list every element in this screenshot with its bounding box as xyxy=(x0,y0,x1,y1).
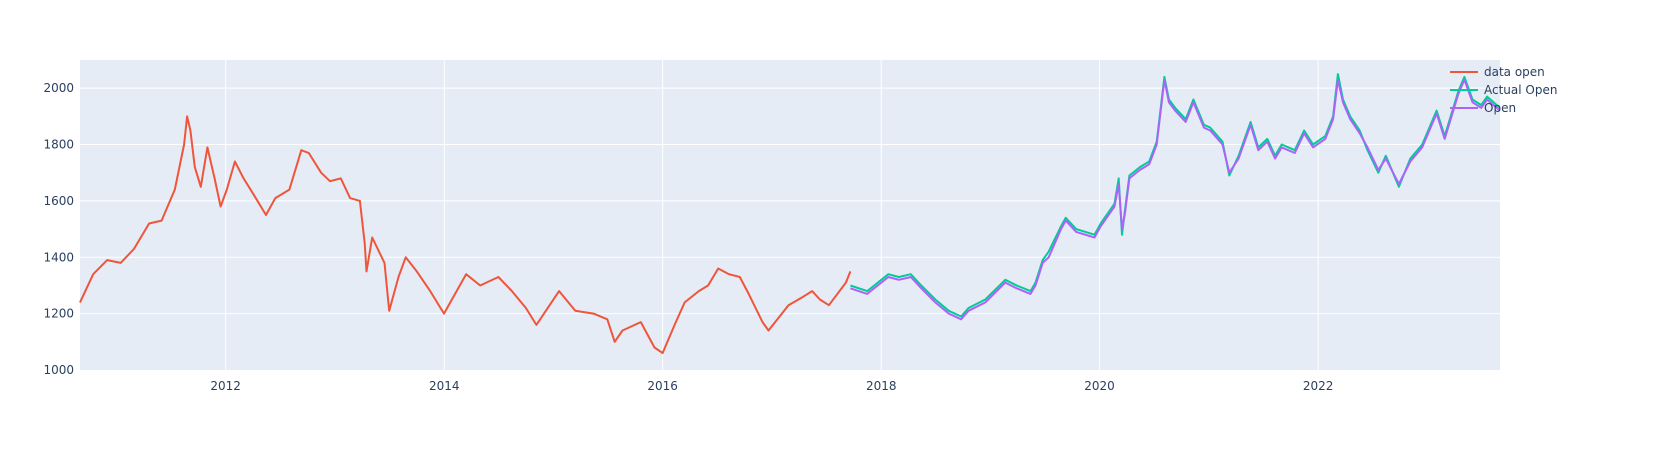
x-tick-label: 2016 xyxy=(647,379,678,393)
y-tick-label: 2000 xyxy=(43,81,74,95)
y-tick-label: 1600 xyxy=(43,194,74,208)
legend-label: Open xyxy=(1484,101,1516,115)
y-tick-label: 1800 xyxy=(43,138,74,152)
legend-label: Actual Open xyxy=(1484,83,1557,97)
series-line-3[interactable] xyxy=(850,78,1501,321)
x-axis-ticks: 2012 2014 2016 2018 2020 2022 xyxy=(210,379,1333,393)
y-tick-label: 1000 xyxy=(43,363,74,377)
x-tick-label: 2014 xyxy=(429,379,460,393)
legend-item[interactable]: Actual Open xyxy=(1450,83,1557,97)
legend[interactable]: data open Actual Open Open xyxy=(1450,65,1557,115)
legend-label: data open xyxy=(1484,65,1545,79)
series-line-1[interactable] xyxy=(79,115,852,355)
x-tick-label: 2022 xyxy=(1303,379,1334,393)
x-tick-label: 2012 xyxy=(210,379,241,393)
y-axis-ticks: 1000 1200 1400 1600 1800 2000 xyxy=(43,81,74,377)
x-tick-label: 2018 xyxy=(866,379,897,393)
gridlines xyxy=(80,60,1500,370)
legend-item[interactable]: Open xyxy=(1450,101,1516,115)
plot-area xyxy=(80,60,1500,370)
series-line-2[interactable] xyxy=(850,73,1501,318)
y-tick-label: 1400 xyxy=(43,250,74,264)
series-lines xyxy=(79,73,1501,355)
x-tick-label: 2020 xyxy=(1084,379,1115,393)
legend-item[interactable]: data open xyxy=(1450,65,1545,79)
y-tick-label: 1200 xyxy=(43,307,74,321)
